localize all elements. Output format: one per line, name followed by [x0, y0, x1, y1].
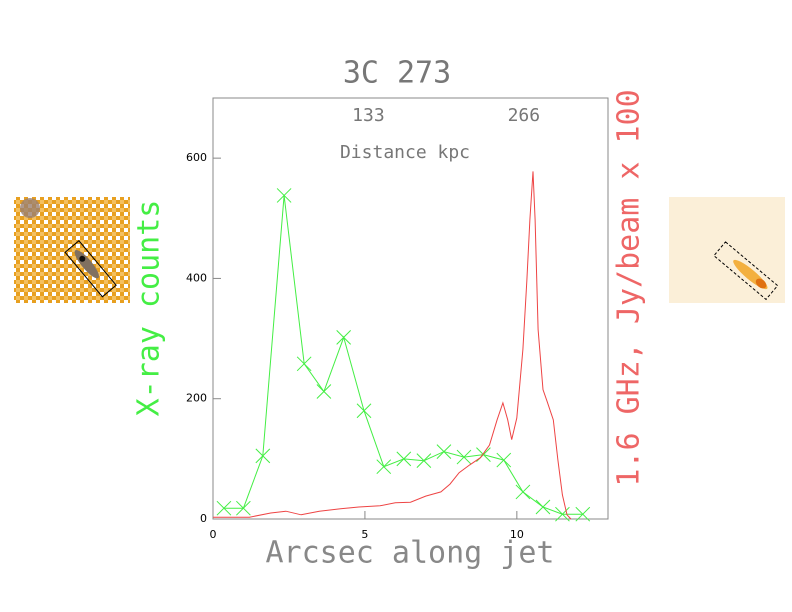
series-marker	[396, 451, 412, 467]
series-marker	[456, 449, 472, 465]
series-marker	[376, 459, 392, 475]
y-tick-label: 600	[186, 151, 207, 164]
y-axis-label: X-ray counts	[132, 200, 167, 417]
series-marker	[296, 356, 312, 372]
xray-image	[14, 197, 130, 303]
x-tick-label: 10	[510, 528, 524, 541]
y-tick-label: 200	[186, 392, 207, 405]
y-tick-label: 400	[186, 271, 207, 284]
series-marker	[236, 500, 251, 516]
series-marker	[336, 330, 352, 345]
series-marker	[356, 403, 372, 419]
series-marker	[255, 448, 271, 464]
x-axis-label: Arcsec along jet	[266, 536, 555, 571]
series-marker	[515, 484, 531, 500]
x-tick-label: 5	[361, 528, 368, 541]
series-marker	[216, 500, 232, 516]
series-marker	[416, 453, 432, 469]
series-marker	[436, 444, 452, 459]
y-tick-label: 0	[200, 512, 207, 525]
x2-tick-label: 266	[508, 105, 541, 126]
series-marker	[316, 384, 332, 399]
series-line	[213, 171, 572, 520]
series-marker	[575, 506, 591, 522]
series-marker	[555, 506, 570, 522]
radio-image	[669, 197, 785, 303]
series-marker	[276, 188, 292, 203]
plot-frame	[212, 97, 609, 520]
x2-tick-label: 133	[352, 105, 385, 126]
series-marker	[535, 499, 551, 515]
x-tick-label: 0	[210, 528, 217, 541]
series-marker	[496, 452, 512, 468]
chart-title: 3C 273	[343, 56, 451, 91]
y2-axis-label: 1.6 GHz, Jy/beam x 100	[612, 89, 647, 486]
x2-axis-label: Distance kpc	[340, 142, 470, 163]
